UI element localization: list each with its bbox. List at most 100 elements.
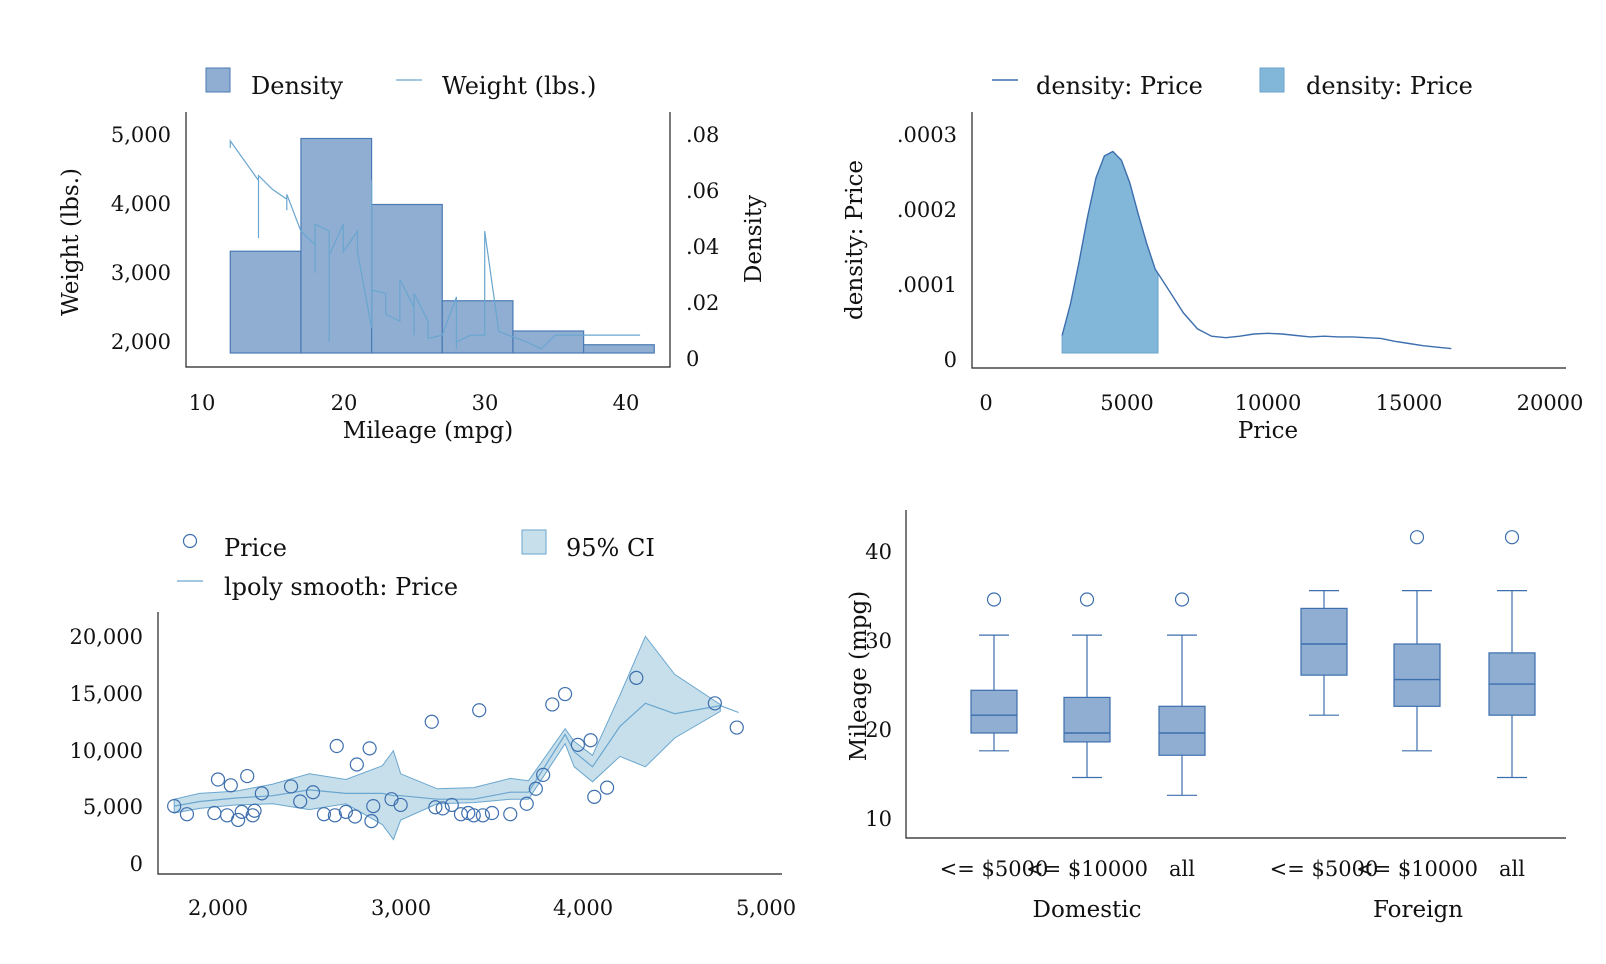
x-tick: 30 [472, 391, 499, 415]
y-tick: 0 [944, 348, 957, 372]
x-tick: 40 [613, 391, 640, 415]
y-axis-label-left: Weight (lbs.) [58, 168, 84, 316]
panel-density: density: Price density: Price 0 5000 100… [842, 67, 1583, 444]
price-point [570, 737, 585, 752]
outlier-point [1409, 530, 1425, 545]
price-point [528, 781, 543, 796]
price-point [283, 779, 299, 794]
price-point [364, 814, 379, 829]
group-label-foreign: Foreign [1373, 897, 1463, 923]
price-point [329, 738, 344, 754]
legend-label-density-area: density: Price [1306, 72, 1473, 100]
price-point [349, 757, 364, 772]
x-tick: 10000 [1235, 391, 1302, 415]
y-axis-label: Mileage (mpg) [846, 591, 872, 761]
plot-frame [157, 612, 782, 875]
box-plot [1488, 530, 1536, 779]
y-ticks-right: .08 .06 .04 .02 0 [686, 123, 719, 371]
box-iqr [1393, 643, 1441, 707]
legend-swatch-density [205, 67, 231, 93]
price-point [484, 805, 500, 821]
x-tick: 15000 [1376, 391, 1443, 415]
price-point [545, 697, 560, 712]
box-plot [1063, 592, 1111, 779]
y-ticks: 20,000 15,000 10,000 5,000 0 [70, 625, 143, 876]
price-point [347, 809, 363, 824]
legend-label-ci: 95% CI [566, 534, 655, 562]
box-label: <= $10000 [1356, 857, 1478, 881]
y-tick: 20 [865, 718, 892, 742]
histogram-bar [229, 250, 302, 354]
panel-scatter: Price 95% CI lpoly smooth: Price 2,000 3… [70, 529, 796, 920]
legend-label-price: Price [224, 534, 287, 562]
y-axis-label: density: Price [842, 160, 868, 320]
box-iqr [1063, 696, 1111, 743]
panel-histogram: Density Weight (lbs.) 10 20 30 40 5,000 … [58, 67, 767, 444]
x-tick: 5000 [1100, 391, 1153, 415]
histogram-bar [582, 344, 655, 354]
y-tick: 5,000 [111, 123, 171, 147]
price-point [207, 805, 222, 821]
histogram-bar [300, 137, 373, 354]
x-tick: 2,000 [188, 896, 248, 920]
box-label: all [1499, 857, 1525, 881]
y-tick: .0001 [897, 273, 957, 297]
price-point [444, 797, 459, 813]
price-point [254, 786, 269, 801]
x-tick: 5,000 [736, 896, 796, 920]
y-tick: 2,000 [111, 330, 171, 354]
y-ticks: .0003 .0002 .0001 0 [897, 123, 957, 372]
scatter-points [167, 670, 744, 829]
price-point [599, 780, 615, 795]
box-label: all [1169, 857, 1195, 881]
price-point [223, 778, 238, 793]
legend-label-weight: Weight (lbs.) [442, 72, 596, 100]
legend: density: Price density: Price [992, 67, 1473, 100]
box-plot [970, 592, 1018, 752]
x-tick: 3,000 [371, 896, 431, 920]
y-tick: .0002 [897, 198, 957, 222]
price-point [293, 794, 308, 809]
price-point [435, 801, 450, 816]
price-point [466, 808, 481, 823]
y-tick: .02 [686, 291, 719, 315]
box-label: <= $5000 [1270, 857, 1379, 881]
box-label: <= $10000 [1026, 857, 1148, 881]
box-iqr [970, 689, 1018, 734]
y-tick: 3,000 [111, 261, 171, 285]
box-plot [1393, 530, 1441, 752]
density-line [1061, 150, 1452, 350]
panel-boxplot: 40 30 20 10 <= $5000 <= $10000 all <= $5… [846, 510, 1566, 923]
price-point [210, 772, 226, 787]
y-tick: .0003 [897, 123, 957, 147]
plot-frame [971, 112, 1566, 369]
weight-line [229, 139, 641, 350]
price-point [240, 768, 255, 784]
price-point [393, 797, 408, 813]
x-axis-label: Mileage (mpg) [343, 418, 513, 444]
y-tick: 4,000 [111, 192, 171, 216]
legend-swatch-ci [521, 529, 547, 555]
price-point [338, 804, 353, 819]
x-axis-label: Price [1238, 418, 1298, 444]
box-iqr [1300, 607, 1348, 676]
y-tick: 15,000 [70, 682, 143, 706]
price-point [428, 800, 443, 815]
histogram-bars [229, 137, 655, 354]
price-point [179, 807, 195, 822]
plot-frame [185, 112, 671, 368]
price-point [519, 796, 534, 811]
price-point [583, 733, 598, 748]
density-shaded-area [1061, 150, 1159, 354]
box-iqr [1158, 705, 1206, 756]
outlier-point [1079, 592, 1095, 607]
price-point [707, 696, 722, 711]
price-point [424, 714, 439, 729]
price-point [230, 812, 246, 828]
y-ticks: 40 30 20 10 [865, 540, 892, 831]
price-point [729, 720, 744, 735]
box-plots [970, 530, 1536, 796]
x-tick: 4,000 [553, 896, 613, 920]
y-tick: 0 [130, 852, 143, 876]
lpoly-line [174, 702, 739, 807]
